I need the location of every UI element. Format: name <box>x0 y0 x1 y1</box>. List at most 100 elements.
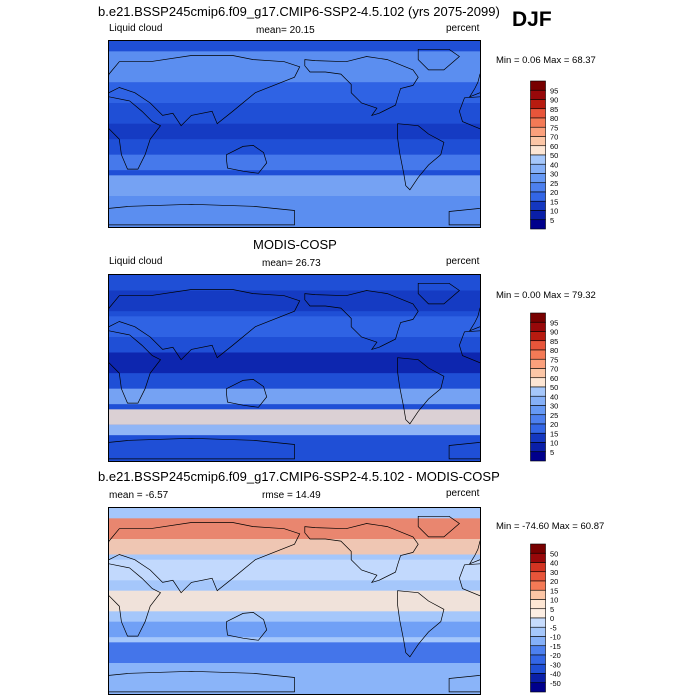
colorbar-tick-label: 5 <box>550 605 554 614</box>
map-field-band <box>109 559 480 581</box>
colorbar-box <box>530 552 546 563</box>
colorbar-box <box>530 163 546 174</box>
map-field-band <box>109 316 480 337</box>
colorbar-tick-label: 20 <box>550 188 558 197</box>
colorbar-box <box>530 608 546 619</box>
map-field-band <box>109 175 480 196</box>
map-field-band <box>109 51 480 83</box>
colorbar-tick-label: 30 <box>550 170 558 179</box>
panel2-minmax-label: Min = 0.00 Max = 79.32 <box>496 290 596 301</box>
colorbar-box <box>530 191 546 202</box>
panel3-map <box>108 507 481 695</box>
colorbar-box <box>530 562 546 573</box>
coastline <box>109 289 301 361</box>
colorbar-box <box>530 395 546 406</box>
colorbar-tick-label: 15 <box>550 586 558 595</box>
map-field-band <box>109 518 480 539</box>
colorbar-box <box>530 636 546 647</box>
coastline <box>109 96 162 170</box>
panel1-mean-label: mean= 20.15 <box>256 25 315 36</box>
colorbar-tick-label: 0 <box>550 614 554 623</box>
panel3-colorbar: 50 40 30 20 15 10 5 0 -5 -10 -15 -20 -30 -40 -50 <box>530 543 580 693</box>
coastline <box>226 379 268 408</box>
map-svg <box>109 508 480 694</box>
coastline <box>109 437 295 460</box>
colorbar-tick-label: 15 <box>550 197 558 206</box>
colorbar-tick-label: 15 <box>550 429 558 438</box>
map-field-band <box>109 290 480 312</box>
colorbar-box <box>530 145 546 156</box>
panel2-title: MODIS-COSP <box>253 237 337 252</box>
coastline <box>304 290 419 351</box>
map-field-band <box>109 123 480 140</box>
panel1-colorbar: 95 90 85 80 75 70 60 50 40 30 25 20 15 10 5 <box>530 80 580 230</box>
colorbar-box <box>530 626 546 637</box>
map-field-band <box>109 539 480 555</box>
coastline <box>417 48 460 71</box>
map-field-band <box>109 621 480 638</box>
colorbar-box <box>530 589 546 600</box>
colorbar-box <box>530 414 546 425</box>
panel3-title: b.e21.BSSP245cmip6.f09_g17.CMIP6-SSP2-4.… <box>98 469 500 484</box>
colorbar-box <box>530 405 546 416</box>
map-svg <box>109 275 480 461</box>
panel1-variable-label: Liquid cloud <box>109 23 163 34</box>
colorbar-box <box>530 331 546 342</box>
coastline <box>397 357 445 425</box>
colorbar-box <box>530 219 546 230</box>
colorbar-tick-label: -50 <box>550 679 561 688</box>
colorbar-box <box>530 654 546 665</box>
coastline <box>109 330 162 404</box>
map-svg <box>109 41 480 227</box>
colorbar-box <box>530 200 546 211</box>
coastline <box>459 563 480 597</box>
map-field-band <box>109 409 480 425</box>
colorbar-tick-label: 10 <box>550 596 558 605</box>
coastline <box>109 563 162 637</box>
colorbar-tick-label: 90 <box>550 96 558 105</box>
colorbar-tick-label: 40 <box>550 392 558 401</box>
colorbar-tick-label: 5 <box>550 216 554 225</box>
colorbar-box <box>530 182 546 193</box>
colorbar-box <box>530 423 546 434</box>
colorbar-box <box>530 210 546 221</box>
colorbar-box <box>530 108 546 119</box>
colorbar-box <box>530 645 546 656</box>
colorbar-box <box>530 663 546 674</box>
coastline <box>109 670 295 693</box>
colorbar-tick-label: 85 <box>550 337 558 346</box>
colorbar-tick-label: 50 <box>550 549 558 558</box>
map-field-band <box>109 388 480 405</box>
coastline <box>459 96 480 130</box>
colorbar-box <box>530 154 546 165</box>
colorbar-box <box>530 377 546 388</box>
coastline <box>226 145 268 174</box>
colorbar-tick-label: -5 <box>550 623 557 632</box>
colorbar-tick-label: -30 <box>550 660 561 669</box>
map-field-band <box>109 424 480 436</box>
colorbar-tick-label: 20 <box>550 577 558 586</box>
panel1-map <box>108 40 481 228</box>
colorbar-box <box>530 312 546 323</box>
coastline <box>397 123 445 191</box>
colorbar-box <box>530 580 546 591</box>
colorbar-box <box>530 173 546 184</box>
colorbar-tick-label: 80 <box>550 346 558 355</box>
coastline <box>109 55 301 127</box>
colorbar-box <box>530 571 546 582</box>
coastline <box>109 522 301 594</box>
colorbar-tick-label: 40 <box>550 160 558 169</box>
colorbar-box <box>530 89 546 100</box>
map-field-band <box>109 642 480 663</box>
colorbar-tick-label: 75 <box>550 355 558 364</box>
map-field-band <box>109 154 480 171</box>
colorbar-tick-label: 70 <box>550 133 558 142</box>
colorbar-box <box>530 543 546 554</box>
colorbar-tick-label: 10 <box>550 439 558 448</box>
colorbar-tick-label: 40 <box>550 559 558 568</box>
panel2-variable-label: Liquid cloud <box>109 256 163 267</box>
colorbar-tick-label: 60 <box>550 142 558 151</box>
panel1-units-label: percent <box>446 23 480 34</box>
